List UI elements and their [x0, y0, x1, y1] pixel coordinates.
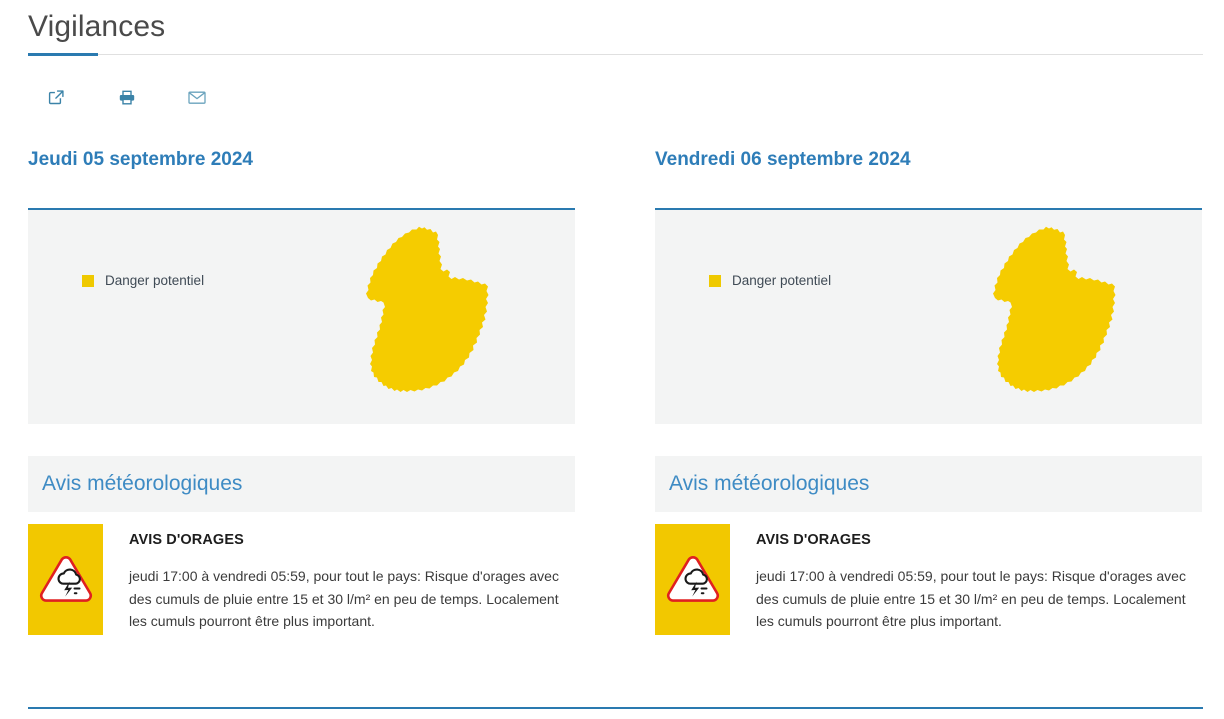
map-legend: Danger potentiel: [82, 273, 204, 289]
title-divider: [28, 53, 1203, 56]
avis-title: AVIS D'ORAGES: [129, 532, 244, 548]
action-toolbar: [48, 84, 258, 110]
luxembourg-map[interactable]: [991, 226, 1126, 408]
day-column-thursday: Jeudi 05 septembre 2024 Danger potentiel…: [28, 148, 575, 635]
avis-body: AVIS D'ORAGES jeudi 17:00 à vendredi 05:…: [730, 524, 1196, 635]
avis-item: AVIS D'ORAGES jeudi 17:00 à vendredi 05:…: [655, 524, 1202, 635]
day-column-friday: Vendredi 06 septembre 2024 Danger potent…: [655, 148, 1202, 635]
days-columns: Jeudi 05 septembre 2024 Danger potentiel…: [28, 148, 1203, 635]
avis-section-title: Avis météorologiques: [669, 472, 870, 495]
avis-title: AVIS D'ORAGES: [756, 532, 871, 548]
avis-section-header: Avis météorologiques: [28, 456, 575, 512]
vigilance-map-panel: Danger potentiel: [28, 208, 575, 424]
print-button[interactable]: [118, 84, 152, 110]
luxembourg-map[interactable]: [364, 226, 499, 408]
email-button[interactable]: [188, 84, 222, 110]
legend-color-swatch: [82, 275, 94, 287]
avis-icon-box: [655, 524, 730, 635]
legend-label: Danger potentiel: [105, 273, 205, 288]
thunderstorm-warning-icon: [38, 555, 94, 605]
day-heading: Vendredi 06 septembre 2024: [655, 149, 911, 170]
share-button[interactable]: [48, 84, 82, 110]
avis-text: jeudi 17:00 à vendredi 05:59, pour tout …: [129, 568, 559, 629]
vigilance-map-panel: Danger potentiel: [655, 208, 1202, 424]
page-title: Vigilances: [28, 10, 166, 43]
thunderstorm-warning-icon: [665, 555, 721, 605]
avis-icon-box: [28, 524, 103, 635]
print-icon: [118, 89, 136, 106]
avis-item: AVIS D'ORAGES jeudi 17:00 à vendredi 05:…: [28, 524, 575, 635]
avis-body: AVIS D'ORAGES jeudi 17:00 à vendredi 05:…: [103, 524, 569, 635]
avis-section-title: Avis météorologiques: [42, 472, 243, 495]
avis-section-header: Avis météorologiques: [655, 456, 1202, 512]
avis-text: jeudi 17:00 à vendredi 05:59, pour tout …: [756, 568, 1186, 629]
bottom-divider: [28, 707, 1203, 709]
email-icon: [188, 90, 206, 105]
map-legend: Danger potentiel: [709, 273, 831, 289]
legend-label: Danger potentiel: [732, 273, 832, 288]
share-icon: [48, 89, 65, 106]
day-heading: Jeudi 05 septembre 2024: [28, 149, 253, 170]
page-title-block: Vigilances: [28, 8, 1203, 56]
legend-color-swatch: [709, 275, 721, 287]
